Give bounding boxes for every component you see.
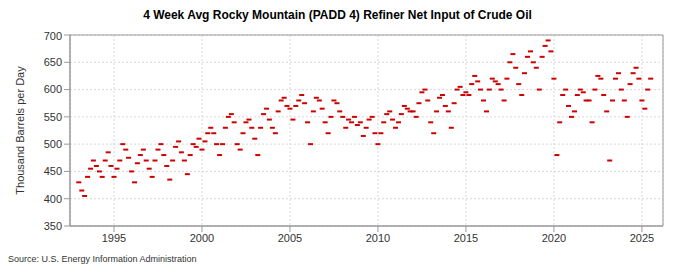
- svg-text:2015: 2015: [454, 232, 478, 244]
- svg-text:450: 450: [44, 165, 62, 177]
- svg-text:700: 700: [44, 30, 62, 42]
- svg-text:2010: 2010: [366, 232, 390, 244]
- svg-text:2025: 2025: [630, 232, 654, 244]
- svg-text:2005: 2005: [278, 232, 302, 244]
- svg-text:600: 600: [44, 83, 62, 95]
- html-text:Source: U.S. Energy Informatio: Source: U.S. Energy Information Administ…: [8, 254, 197, 264]
- svg-text:Thousand Barrels per Day: Thousand Barrels per Day: [14, 66, 26, 195]
- svg-text:2000: 2000: [190, 232, 214, 244]
- svg-text:350: 350: [44, 220, 62, 232]
- svg-text:650: 650: [44, 56, 62, 68]
- svg-text:550: 550: [44, 111, 62, 123]
- svg-text:500: 500: [44, 138, 62, 150]
- html-text:4 Week Avg Rocky Mountain (PAD: 4 Week Avg Rocky Mountain (PADD 4) Refin…: [143, 8, 532, 22]
- svg-text:400: 400: [44, 193, 62, 205]
- svg-text:2020: 2020: [542, 232, 566, 244]
- svg-text:1995: 1995: [102, 232, 126, 244]
